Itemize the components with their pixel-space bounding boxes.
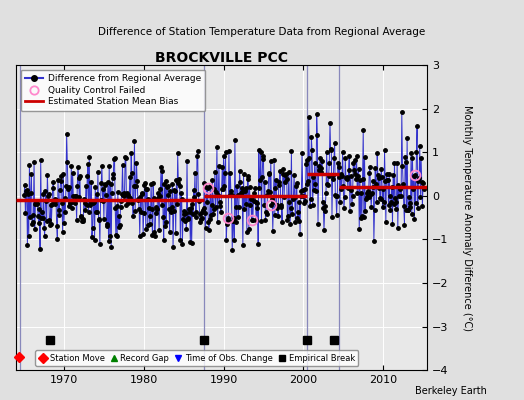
Text: Berkeley Earth: Berkeley Earth	[416, 386, 487, 396]
Text: Difference of Station Temperature Data from Regional Average: Difference of Station Temperature Data f…	[99, 27, 425, 37]
Title: BROCKVILLE PCC: BROCKVILLE PCC	[155, 51, 288, 65]
Legend: Station Move, Record Gap, Time of Obs. Change, Empirical Break: Station Move, Record Gap, Time of Obs. C…	[36, 350, 358, 366]
Y-axis label: Monthly Temperature Anomaly Difference (°C): Monthly Temperature Anomaly Difference (…	[462, 104, 472, 330]
